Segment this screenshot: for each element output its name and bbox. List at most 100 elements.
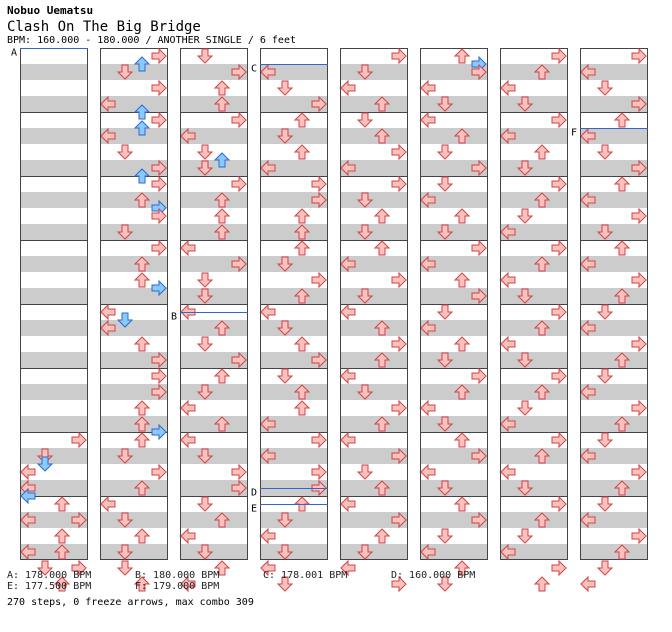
beat-stripe bbox=[20, 544, 88, 560]
beat-stripe bbox=[420, 416, 488, 432]
right-arrow bbox=[231, 463, 247, 481]
beat-stripe bbox=[180, 48, 248, 64]
beat-stripe bbox=[340, 448, 408, 464]
beat-stripe bbox=[340, 224, 408, 240]
down-arrow bbox=[196, 160, 214, 176]
beat-stripe bbox=[100, 496, 168, 512]
beat-stripe bbox=[260, 400, 328, 416]
up-arrow bbox=[613, 176, 631, 192]
chart-column-3 bbox=[180, 48, 248, 593]
up-arrow bbox=[373, 480, 391, 496]
down-arrow bbox=[596, 496, 614, 512]
right-arrow bbox=[551, 495, 567, 513]
down-arrow bbox=[436, 224, 454, 240]
beat-stripe bbox=[340, 48, 408, 64]
beat-stripe bbox=[580, 160, 648, 176]
up-arrow bbox=[373, 352, 391, 368]
beat-stripe bbox=[340, 64, 408, 80]
right-arrow bbox=[471, 511, 487, 529]
down-arrow bbox=[516, 160, 534, 176]
beat-stripe bbox=[260, 160, 328, 176]
beat-stripe bbox=[180, 112, 248, 128]
down-arrow bbox=[116, 512, 134, 528]
right-arrow bbox=[631, 399, 647, 417]
right-arrow bbox=[151, 367, 167, 385]
right-arrow bbox=[151, 79, 167, 97]
down-arrow bbox=[196, 48, 214, 64]
left-arrow bbox=[260, 447, 276, 465]
beat-stripe bbox=[420, 480, 488, 496]
beat-stripe bbox=[20, 208, 88, 224]
beat-stripe bbox=[20, 480, 88, 496]
down-arrow bbox=[356, 544, 374, 560]
left-arrow bbox=[260, 63, 276, 81]
bpm-legend-c: C: 178.001 BPM bbox=[263, 570, 348, 581]
left-arrow bbox=[420, 79, 436, 97]
beat-stripe bbox=[20, 528, 88, 544]
left-arrow bbox=[340, 431, 356, 449]
left-arrow bbox=[500, 223, 516, 241]
beat-stripe bbox=[420, 160, 488, 176]
left-arrow bbox=[580, 255, 596, 273]
down-arrow bbox=[356, 192, 374, 208]
beat-stripe bbox=[260, 112, 328, 128]
beat-stripe bbox=[580, 240, 648, 256]
down-arrow bbox=[436, 304, 454, 320]
beat-stripe bbox=[100, 544, 168, 560]
right-arrow bbox=[71, 431, 87, 449]
chart-column-2 bbox=[100, 47, 168, 592]
beat-stripe bbox=[260, 352, 328, 368]
beat-stripe bbox=[420, 352, 488, 368]
beat-stripe bbox=[100, 304, 168, 320]
beat-stripe bbox=[20, 240, 88, 256]
beat-stripe bbox=[580, 352, 648, 368]
chart-column-8 bbox=[580, 47, 648, 593]
beat-stripe bbox=[420, 256, 488, 272]
up-arrow bbox=[453, 48, 471, 64]
beat-stripe bbox=[340, 80, 408, 96]
down-arrow bbox=[436, 176, 454, 192]
right-arrow bbox=[551, 111, 567, 129]
right-arrow bbox=[631, 463, 647, 481]
beat-stripe bbox=[500, 368, 568, 384]
down-arrow bbox=[276, 576, 294, 592]
beat-stripe bbox=[500, 256, 568, 272]
beat-stripe bbox=[260, 368, 328, 384]
up-arrow bbox=[213, 560, 231, 576]
down-arrow bbox=[356, 384, 374, 400]
up-arrow bbox=[533, 192, 551, 208]
beat-stripe bbox=[180, 544, 248, 560]
right-arrow bbox=[631, 95, 647, 113]
beat-stripe bbox=[260, 48, 328, 64]
beat-stripe bbox=[420, 96, 488, 112]
beat-stripe bbox=[20, 448, 88, 464]
right-arrow bbox=[311, 191, 327, 209]
left-arrow bbox=[20, 511, 36, 529]
beat-stripe bbox=[340, 416, 408, 432]
left-arrow bbox=[260, 559, 276, 577]
up-arrow bbox=[613, 288, 631, 304]
beat-stripe bbox=[500, 352, 568, 368]
beat-stripe bbox=[100, 288, 168, 304]
up-arrow bbox=[213, 224, 231, 240]
left-arrow bbox=[420, 543, 436, 561]
beat-stripe bbox=[100, 400, 168, 416]
beat-stripe bbox=[100, 256, 168, 272]
left-arrow bbox=[500, 543, 516, 561]
up-arrow bbox=[453, 272, 471, 288]
beat-stripe bbox=[100, 208, 168, 224]
beat-stripe bbox=[340, 544, 408, 560]
up-arrow bbox=[293, 336, 311, 352]
right-arrow bbox=[151, 383, 167, 401]
beat-stripe bbox=[100, 224, 168, 240]
left-arrow bbox=[580, 127, 596, 145]
up-arrow bbox=[453, 496, 471, 512]
down-arrow bbox=[116, 64, 134, 80]
right-arrow bbox=[551, 559, 567, 577]
left-arrow bbox=[180, 399, 196, 417]
down-arrow bbox=[356, 112, 374, 128]
beat-stripe bbox=[500, 304, 568, 320]
beat-stripe bbox=[340, 496, 408, 512]
beat-stripe bbox=[580, 320, 648, 336]
